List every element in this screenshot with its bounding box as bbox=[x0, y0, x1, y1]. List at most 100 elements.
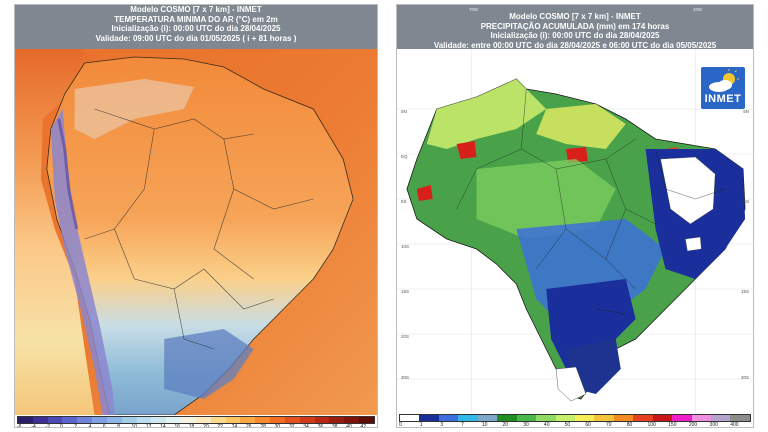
legend-swatch bbox=[195, 417, 211, 423]
legend-swatch bbox=[594, 415, 614, 421]
legend-swatch bbox=[151, 417, 167, 423]
legend-swatch bbox=[62, 417, 78, 423]
legend-swatch bbox=[672, 415, 692, 421]
legend-swatch bbox=[438, 415, 459, 421]
precipitation-legend-bar bbox=[399, 414, 751, 422]
precipitation-map-panel: Modelo COSMO [7 x 7 km] - INMET PRECIPIT… bbox=[396, 4, 754, 428]
temperature-map-panel: Modelo COSMO [7 x 7 km] - INMET TEMPERAT… bbox=[14, 4, 378, 428]
legend-tick-label: 8 bbox=[117, 424, 120, 428]
legend-tick-label: 26 bbox=[246, 424, 252, 428]
red-patch-2 bbox=[416, 185, 433, 201]
legend-tick-label: 0 bbox=[59, 424, 63, 428]
legend-tick-label: 300 bbox=[709, 422, 718, 428]
legend-tick-label: -6 bbox=[17, 424, 22, 428]
country-borders bbox=[84, 108, 314, 350]
legend-tick-label: 4 bbox=[88, 424, 92, 428]
legend-swatch bbox=[270, 417, 285, 423]
legend-swatch bbox=[92, 417, 107, 423]
northeast-dry-white bbox=[660, 156, 716, 225]
temperature-map-header: Modelo COSMO [7 x 7 km] - INMET TEMPERAT… bbox=[15, 5, 377, 49]
red-patch-1 bbox=[456, 141, 477, 159]
coord-left: 20S bbox=[401, 334, 410, 339]
legend-tick-label: 7 bbox=[461, 422, 464, 428]
andes-strip bbox=[50, 109, 115, 415]
legend-tick-label: 3 bbox=[440, 422, 444, 428]
header-model: Modelo COSMO [7 x 7 km] - INMET bbox=[130, 5, 262, 14]
legend-swatch bbox=[497, 415, 517, 421]
legend-tick-label: 10 bbox=[481, 422, 488, 428]
legend-swatch bbox=[633, 415, 653, 421]
coord-right: 5S bbox=[743, 199, 749, 204]
legend-swatch bbox=[359, 417, 374, 423]
south-cold-area bbox=[164, 329, 254, 399]
coord-left: 15S bbox=[401, 289, 410, 294]
weather-sun-cloud-icon bbox=[709, 69, 739, 92]
legend-swatch bbox=[121, 417, 137, 423]
legend-tick-label: 14 bbox=[160, 424, 166, 428]
legend-tick-label: 24 bbox=[231, 424, 238, 428]
legend-tick-label: 6 bbox=[102, 424, 106, 428]
center-light-green bbox=[476, 159, 616, 239]
coord-top: 70W bbox=[469, 7, 479, 12]
precipitation-map-header: Modelo COSMO [7 x 7 km] - INMET PRECIPIT… bbox=[397, 5, 753, 50]
legend-swatch bbox=[136, 417, 152, 423]
precipitation-legend-ticks: 0 1 3 7 10 20 30 40 50 60 70 80 100 150 200 300 400 bbox=[399, 422, 751, 428]
south-white-area bbox=[555, 366, 587, 402]
legend-swatch bbox=[284, 417, 300, 423]
legend-swatch bbox=[32, 417, 48, 423]
legend-swatch bbox=[458, 415, 478, 421]
north-center-yellow bbox=[536, 104, 626, 149]
coord-left: 5S bbox=[401, 199, 407, 204]
legend-tick-label: 70 bbox=[606, 422, 612, 428]
legend-swatch bbox=[210, 417, 226, 423]
legend-swatch bbox=[691, 415, 711, 421]
coord-left: 5N bbox=[401, 109, 407, 114]
legend-tick-label: 12 bbox=[145, 424, 152, 428]
legend-tick-label: 20 bbox=[203, 424, 209, 428]
header-model: Modelo COSMO [7 x 7 km] - INMET bbox=[509, 12, 641, 21]
legend-swatch bbox=[555, 415, 575, 421]
legend-tick-label: 80 bbox=[626, 422, 633, 428]
north-yellow-area bbox=[426, 79, 547, 149]
legend-tick-label: 0 bbox=[399, 422, 402, 428]
east-white-patch bbox=[685, 236, 702, 252]
legend-tick-label: 28 bbox=[260, 424, 266, 428]
legend-tick-label: 36 bbox=[317, 424, 324, 428]
legend-tick-label: 16 bbox=[174, 424, 180, 428]
state-borders bbox=[456, 88, 726, 315]
legend-tick-label: 42 bbox=[360, 424, 367, 428]
legend-tick-label: 200 bbox=[688, 422, 698, 428]
legend-tick-label: 60 bbox=[585, 422, 591, 428]
legend-tick-label: 10 bbox=[131, 424, 138, 428]
legend-swatch bbox=[344, 417, 360, 423]
legend-swatch bbox=[613, 415, 634, 421]
red-patch-3 bbox=[566, 147, 588, 163]
coord-left: EQ bbox=[401, 154, 408, 159]
coord-right: 30S bbox=[740, 375, 749, 380]
northern-cool-band bbox=[74, 79, 195, 139]
legend-tick-label: 34 bbox=[303, 424, 309, 428]
legend-swatch bbox=[652, 415, 673, 421]
coord-right: 5N bbox=[743, 109, 749, 114]
legend-tick-label: 50 bbox=[564, 422, 571, 428]
legend-swatch bbox=[329, 417, 345, 423]
legend-tick-label: 18 bbox=[188, 424, 195, 428]
legend-swatch bbox=[516, 415, 537, 421]
legend-swatch bbox=[574, 415, 595, 421]
legend-swatch bbox=[225, 417, 241, 423]
legend-tick-label: 1 bbox=[419, 422, 423, 428]
header-variable: TEMPERATURA MINIMA DO AR (°C) em 2m bbox=[114, 14, 278, 24]
legend-swatch bbox=[314, 417, 330, 423]
legend-tick-label: 20 bbox=[502, 422, 509, 428]
coord-left: 10S bbox=[401, 244, 410, 249]
temperature-map bbox=[15, 49, 377, 415]
legend-tick-label: 40 bbox=[346, 424, 352, 428]
legend-tick-label: 32 bbox=[288, 424, 295, 428]
legend-tick-label: -4 bbox=[31, 424, 36, 428]
temperature-legend-bar bbox=[17, 416, 375, 424]
legend-swatch bbox=[18, 417, 33, 423]
legend-tick-label: 38 bbox=[331, 424, 338, 428]
legend-swatch bbox=[299, 417, 315, 423]
legend-swatch bbox=[240, 417, 256, 423]
coord-left: 30S bbox=[401, 375, 410, 380]
